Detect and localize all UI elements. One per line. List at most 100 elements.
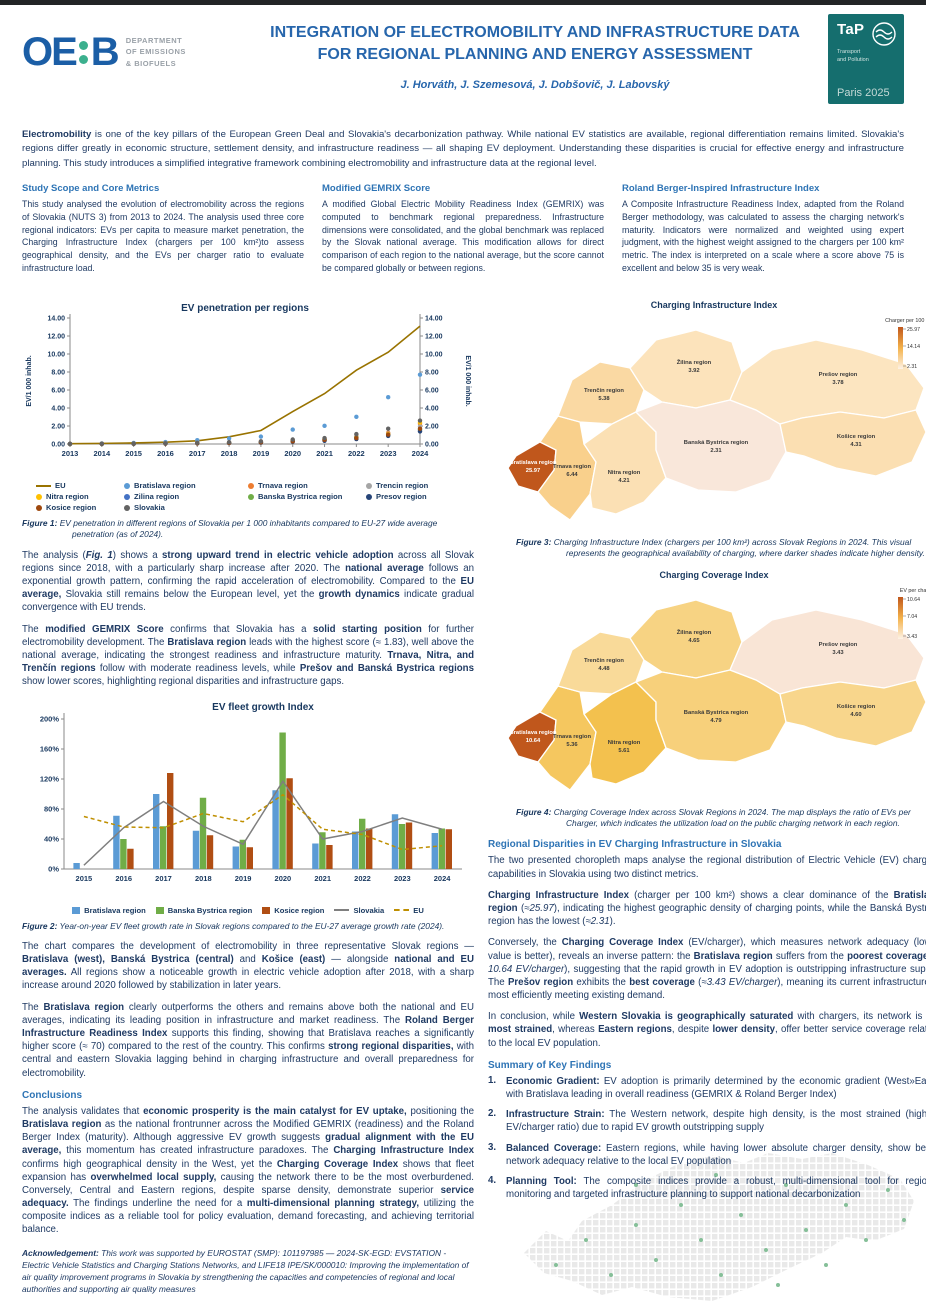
svg-text:Trenčín region: Trenčín region bbox=[584, 388, 624, 394]
legend-item: Kosice region bbox=[262, 906, 324, 915]
figure-4-caption: Figure 4: Charging Coverage Index across… bbox=[516, 806, 911, 829]
svg-text:2024: 2024 bbox=[434, 874, 452, 883]
region-nr bbox=[583, 680, 667, 785]
svg-text:2017: 2017 bbox=[155, 874, 172, 883]
conclusions-paragraph: The analysis validates that economic pro… bbox=[22, 1105, 475, 1236]
bar-bratislava-region bbox=[73, 862, 80, 869]
region-bb bbox=[634, 399, 787, 493]
legend-item: Trnava region bbox=[248, 481, 366, 490]
logo-letters-oe: OE bbox=[22, 30, 78, 74]
svg-text:2022: 2022 bbox=[348, 449, 365, 458]
bar-kosice-region bbox=[127, 848, 134, 869]
column-roland-berger: Roland Berger-Inspired Infrastructure In… bbox=[622, 183, 904, 275]
svg-text:EV fleet growth Index: EV fleet growth Index bbox=[212, 702, 314, 713]
map1-title: Charging Infrastructure Index bbox=[650, 300, 778, 310]
svg-text:4.60: 4.60 bbox=[850, 712, 861, 718]
svg-text:Žilina region: Žilina region bbox=[677, 358, 712, 366]
bar-bratislava-region bbox=[192, 830, 200, 869]
region-po bbox=[729, 339, 925, 425]
svg-text:10.00: 10.00 bbox=[47, 352, 65, 359]
region-po bbox=[729, 609, 925, 695]
svg-text:2.31: 2.31 bbox=[710, 448, 722, 454]
analysis-paragraph-4: The Bratislava region clearly outperform… bbox=[22, 1001, 474, 1079]
key-finding-item: 1. Economic Gradient: EV adoption is prim… bbox=[488, 1074, 926, 1100]
ev-penetration-chart: EV penetration per regions 0.00 0.00 2.00 2.… bbox=[22, 298, 474, 512]
svg-text:EV penetration per regions: EV penetration per regions bbox=[181, 303, 309, 314]
svg-text:Nitra region: Nitra region bbox=[608, 470, 641, 476]
bar-banska-bystrica-region bbox=[438, 828, 445, 869]
svg-text:5.36: 5.36 bbox=[566, 742, 578, 748]
legend-item: Slovakia bbox=[124, 503, 248, 512]
bar-bratislava-region bbox=[391, 813, 399, 869]
svg-text:10.00: 10.00 bbox=[425, 352, 443, 359]
title-block: INTEGRATION OF ELECTROMOBILITY AND INFRA… bbox=[242, 22, 828, 91]
svg-text:2019: 2019 bbox=[235, 874, 252, 883]
analysis-paragraph-1: The analysis (Fig. 1) shows a strong upw… bbox=[22, 549, 474, 614]
conclusions-heading: Conclusions bbox=[22, 1089, 83, 1101]
svg-text:Nitra region: Nitra region bbox=[608, 740, 641, 746]
svg-text:EV per charger: EV per charger bbox=[900, 588, 926, 594]
summary-key-findings-list: 1. Economic Gradient: EV adoption is prim… bbox=[488, 1075, 926, 1202]
bar-bratislava-region bbox=[232, 846, 239, 869]
decorative-dotted-map bbox=[524, 1153, 914, 1301]
bar-bratislava-region bbox=[312, 843, 319, 869]
bar-kosice-region bbox=[246, 846, 253, 869]
svg-text:0.00: 0.00 bbox=[425, 442, 439, 449]
legend-item: Nitra region bbox=[36, 492, 124, 501]
svg-text:2.31: 2.31 bbox=[907, 364, 917, 370]
region-ke bbox=[779, 409, 926, 477]
svg-text:2014: 2014 bbox=[93, 449, 111, 458]
svg-text:2017: 2017 bbox=[189, 449, 206, 458]
legend-item: Slovakia bbox=[334, 906, 384, 915]
disparities-paragraph-2: Charging Infrastructure Index (charger p… bbox=[488, 889, 926, 928]
svg-text:3.92: 3.92 bbox=[688, 368, 699, 374]
svg-text:0.00: 0.00 bbox=[51, 442, 65, 449]
legend-item: Bratislava region bbox=[124, 481, 248, 490]
svg-text:2013: 2013 bbox=[62, 449, 79, 458]
region-bb bbox=[634, 669, 787, 763]
bar-kosice-region bbox=[206, 834, 214, 869]
legend-item: EU bbox=[394, 906, 424, 915]
ev-penetration-chart-legend: EU Bratislava region Trnava region Trencin … bbox=[36, 481, 474, 512]
svg-text:2021: 2021 bbox=[314, 874, 331, 883]
svg-text:Košice region: Košice region bbox=[837, 434, 876, 440]
svg-text:3.43: 3.43 bbox=[907, 634, 917, 640]
column-text: This study analysed the evolution of ele… bbox=[22, 199, 304, 273]
svg-text:14.00: 14.00 bbox=[425, 316, 443, 323]
svg-text:7.04: 7.04 bbox=[907, 614, 917, 620]
disparities-paragraph-3: Conversely, the Charging Coverage Index … bbox=[488, 937, 926, 1002]
svg-text:160%: 160% bbox=[40, 744, 60, 753]
bar-banska-bystrica-region bbox=[239, 839, 246, 869]
summary-heading: Summary of Key Findings bbox=[488, 1059, 612, 1071]
svg-text:6.44: 6.44 bbox=[566, 472, 578, 478]
svg-text:2019: 2019 bbox=[253, 449, 270, 458]
svg-text:6.00: 6.00 bbox=[51, 388, 65, 395]
svg-text:EV/1 000 inhab.: EV/1 000 inhab. bbox=[26, 355, 33, 406]
legend-item: Trencin region bbox=[366, 481, 478, 490]
bar-banska-bystrica-region bbox=[319, 831, 326, 869]
svg-text:12.00: 12.00 bbox=[425, 334, 443, 341]
svg-text:2020: 2020 bbox=[275, 874, 292, 883]
svg-text:10.64: 10.64 bbox=[907, 597, 920, 603]
column-heading: Modified GEMRIX Score bbox=[322, 183, 431, 194]
svg-text:10.64: 10.64 bbox=[526, 738, 541, 744]
bar-bratislava-region bbox=[431, 832, 438, 869]
svg-text:0%: 0% bbox=[48, 864, 59, 873]
svg-text:6.00: 6.00 bbox=[425, 388, 439, 395]
svg-text:2018: 2018 bbox=[195, 874, 212, 883]
charging-infrastructure-map: Charging Infrastructure Index Bratislava… bbox=[488, 300, 926, 533]
svg-text:25.97: 25.97 bbox=[526, 468, 541, 474]
svg-text:EV/1 000 inhab.: EV/1 000 inhab. bbox=[464, 355, 471, 406]
bar-kosice-region bbox=[405, 822, 413, 869]
bar-banska-bystrica-region bbox=[199, 797, 207, 869]
ev-fleet-growth-chart-legend: Bratislava region Banska Bystrica region K… bbox=[22, 906, 474, 915]
bar-kosice-region bbox=[326, 844, 333, 869]
region-nr bbox=[583, 411, 667, 515]
methods-columns: Study Scope and Core Metrics This study … bbox=[22, 183, 904, 275]
svg-text:Prešov region: Prešov region bbox=[819, 372, 858, 378]
regional-disparities-heading: Regional Disparities in EV Charging Infr… bbox=[488, 839, 782, 851]
map2-title: Charging Coverage Index bbox=[659, 569, 769, 580]
legend-item: Kosice region bbox=[36, 503, 124, 512]
svg-text:14.00: 14.00 bbox=[47, 316, 65, 323]
